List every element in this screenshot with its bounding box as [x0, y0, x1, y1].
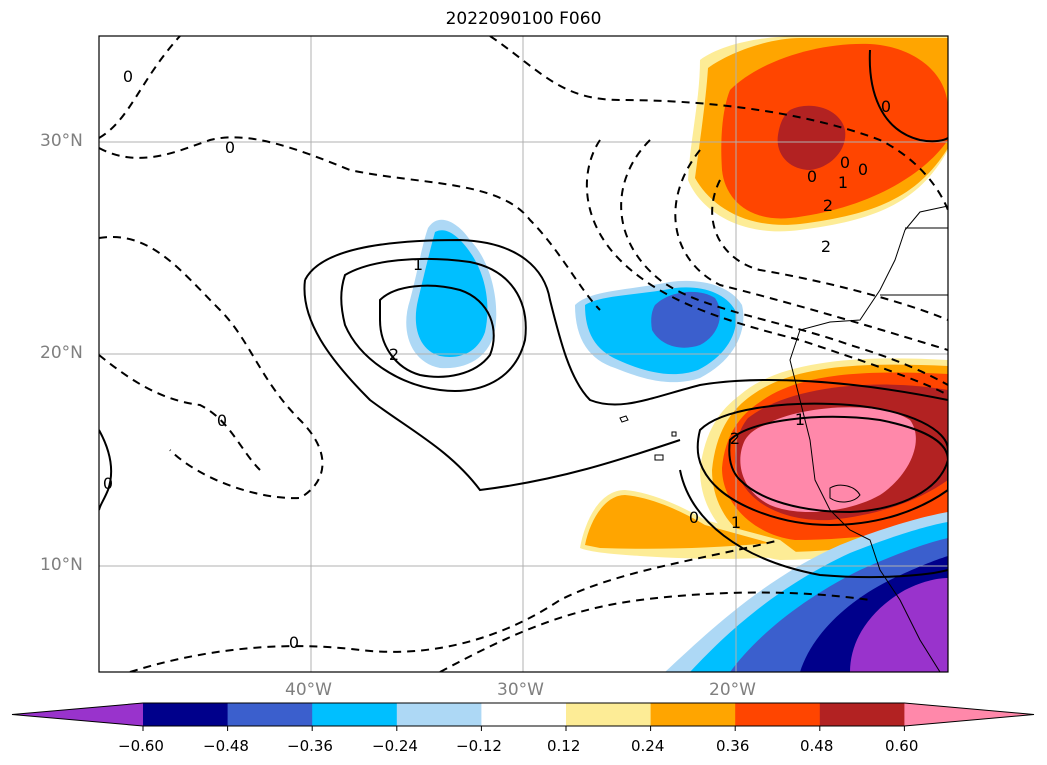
lat-label-30n: 30°N: [40, 131, 83, 151]
contour-label: 2: [821, 237, 831, 256]
contour-label: 0: [840, 153, 850, 172]
contour-label: 1: [413, 255, 423, 274]
contour-label: 2: [730, 429, 740, 448]
colorbar-segment: [396, 703, 482, 726]
colorbar-tick-label: 0.48: [800, 737, 834, 755]
contour-label: 0: [217, 411, 227, 430]
colorbar-tick-label: −0.60: [118, 737, 164, 755]
colorbar-segment: [227, 703, 313, 726]
negative-anomaly-central: [575, 280, 744, 383]
map-panel: 0 0 0 0 0 0 0 1 2 1 2 2 1 2 0 1 0 0: [99, 36, 948, 672]
solid-contours: [99, 49, 948, 579]
colorbar-segment: [143, 703, 229, 726]
coastlines: [619, 205, 948, 672]
colorbar-tick-label: 0.12: [547, 737, 581, 755]
contour-label: 1: [838, 173, 848, 192]
map-frame: [98, 35, 949, 673]
gridlines: [99, 36, 948, 672]
colorbar-tick-label: 0.24: [631, 737, 665, 755]
contour-label: 1: [795, 410, 805, 429]
contour-label: 2: [389, 345, 399, 364]
contour-label: 0: [225, 138, 235, 157]
colorbar-tick-label: −0.48: [203, 737, 249, 755]
contour-label: 0: [858, 160, 868, 179]
colorbar-tick-label: −0.24: [372, 737, 418, 755]
contour-label: 0: [807, 167, 817, 186]
colorbar-segment: [481, 703, 567, 726]
contour-label: 1: [731, 513, 741, 532]
map-title: 2022090100 F060: [445, 9, 602, 29]
colorbar-tick-label: 0.60: [885, 737, 919, 755]
colorbar-segment: [819, 703, 905, 726]
positive-anomaly-northeast: [688, 36, 948, 232]
colorbar-tick-label: 0.36: [716, 737, 750, 755]
colorbar-segment: [735, 703, 821, 726]
contour-labels: 0 0 0 0 0 0 0 1 2 1 2 2 1 2 0 1 0 0: [103, 67, 891, 652]
lat-label-10n: 10°N: [40, 555, 83, 575]
colorbar-tick-label: −0.36: [287, 737, 333, 755]
colorbar-segment: [650, 703, 736, 726]
contour-label: 2: [823, 196, 833, 215]
colorbar-segment: [566, 703, 652, 726]
colorbar-tick-label: −0.12: [456, 737, 502, 755]
negative-anomaly-southeast: [665, 512, 948, 672]
dashed-contours: [99, 36, 948, 672]
colorbar-extend-right: [904, 703, 1034, 726]
contour-label: 0: [689, 508, 699, 527]
contour-label: 0: [123, 67, 133, 86]
lat-label-20n: 20°N: [40, 343, 83, 363]
colorbar-extend-left: [12, 703, 143, 726]
contour-label: 0: [881, 97, 891, 116]
colorbar-segment: [312, 703, 398, 726]
lon-label-40w: 40°W: [285, 680, 332, 700]
lon-label-20w: 20°W: [709, 680, 756, 700]
colorbar: [11, 702, 1035, 731]
contour-label: 0: [103, 474, 113, 493]
contour-label: 0: [289, 633, 299, 652]
lon-label-30w: 30°W: [497, 680, 544, 700]
